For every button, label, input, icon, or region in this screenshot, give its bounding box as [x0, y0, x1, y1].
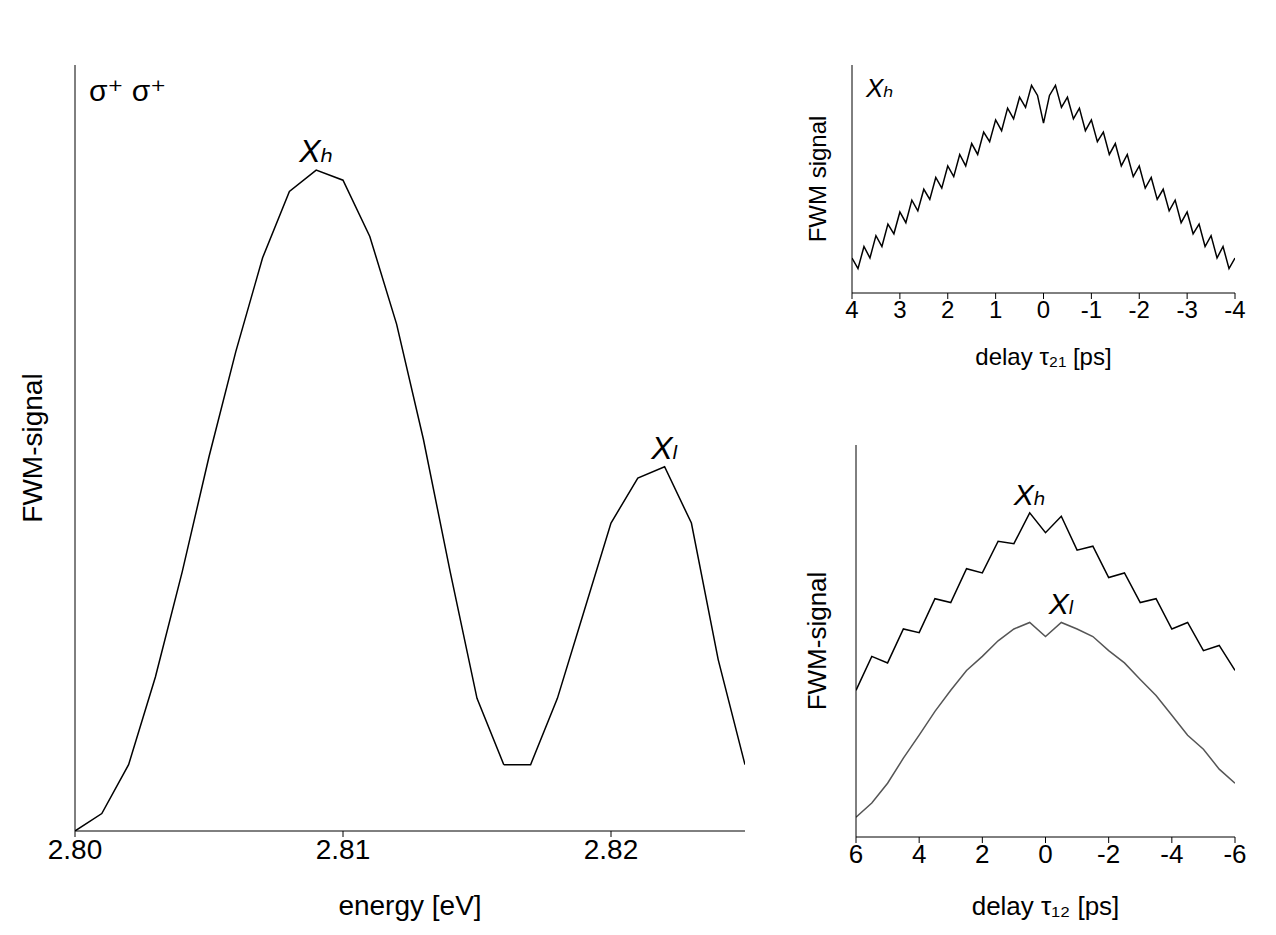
- svg-text:-1: -1: [1081, 296, 1102, 323]
- svg-text:Xₕ: Xₕ: [1013, 478, 1046, 511]
- svg-text:FWM-signal: FWM-signal: [802, 572, 832, 711]
- svg-text:-2: -2: [1097, 839, 1120, 869]
- svg-text:-4: -4: [1224, 296, 1245, 323]
- svg-text:delay τ₁₂ [ps]: delay τ₁₂ [ps]: [972, 891, 1120, 921]
- svg-text:FWM-signal: FWM-signal: [17, 373, 48, 522]
- svg-text:2.82: 2.82: [584, 834, 639, 865]
- svg-text:Xₕ: Xₕ: [298, 133, 333, 169]
- svg-text:Xₗ: Xₗ: [650, 430, 678, 466]
- svg-text:6: 6: [849, 839, 863, 869]
- svg-text:Xₗ: Xₗ: [1048, 587, 1074, 620]
- svg-text:-2: -2: [1129, 296, 1150, 323]
- svg-text:2.81: 2.81: [316, 834, 371, 865]
- svg-text:FWM signal: FWM signal: [804, 116, 831, 243]
- svg-text:-4: -4: [1160, 839, 1183, 869]
- svg-text:0: 0: [1037, 296, 1050, 323]
- svg-text:-3: -3: [1176, 296, 1197, 323]
- html-text:Xₕ: Xₕ: [866, 73, 894, 103]
- svg-text:energy [eV]: energy [eV]: [338, 890, 481, 921]
- svg-text:3: 3: [893, 296, 906, 323]
- svg-text:1: 1: [989, 296, 1002, 323]
- svg-text:0: 0: [1038, 839, 1052, 869]
- svg-text:2.80: 2.80: [48, 834, 103, 865]
- html-text:σ⁺ σ⁺: σ⁺ σ⁺: [89, 74, 166, 107]
- svg-text:4: 4: [912, 839, 926, 869]
- svg-text:2: 2: [975, 839, 989, 869]
- svg-text:4: 4: [845, 296, 858, 323]
- svg-text:delay τ₂₁ [ps]: delay τ₂₁ [ps]: [975, 343, 1111, 370]
- svg-text:-6: -6: [1223, 839, 1246, 869]
- svg-text:2: 2: [941, 296, 954, 323]
